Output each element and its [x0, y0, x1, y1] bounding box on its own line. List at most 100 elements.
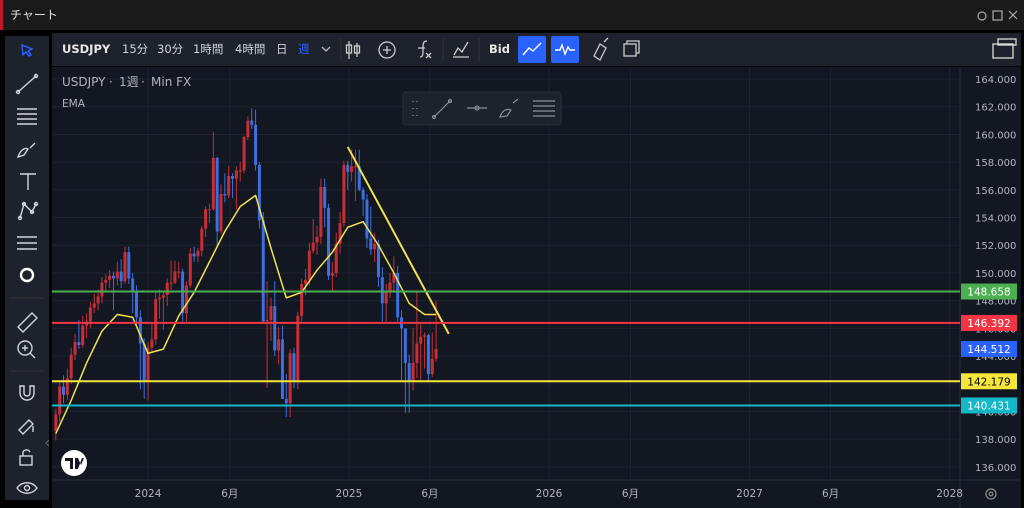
- x-tick-label: 2028: [936, 488, 963, 500]
- candle-body: [215, 157, 219, 232]
- y-tick-label: 162.000: [975, 103, 1016, 114]
- legend-sep: ·: [141, 75, 145, 89]
- price-badge: [961, 373, 1017, 390]
- candle-body: [165, 282, 169, 296]
- x-tick-label: 2024: [135, 488, 162, 500]
- candle-body: [392, 272, 396, 283]
- y-tick-label: 160.000: [975, 130, 1016, 141]
- candle-body: [403, 328, 407, 363]
- drawing-tools[interactable]: [15, 43, 39, 494]
- candle-body: [138, 317, 142, 344]
- y-tick-label: 144.000: [975, 352, 1016, 363]
- candle-body: [192, 253, 196, 257]
- candle-body: [250, 120, 254, 125]
- indicator-name: EMA: [62, 98, 86, 110]
- interval[interactable]: 15分: [122, 42, 149, 56]
- candle-body: [238, 170, 242, 172]
- price-badge-label: 146.392: [967, 318, 1010, 330]
- candle-body: [319, 187, 323, 237]
- candle-body: [200, 228, 204, 251]
- candle-body: [104, 279, 108, 283]
- candle-body: [388, 282, 392, 291]
- candle-body: [373, 243, 377, 250]
- candle-body: [369, 238, 373, 250]
- interval[interactable]: 4時間: [235, 42, 265, 56]
- candle-body: [154, 299, 158, 340]
- toggle-icon: [555, 42, 575, 56]
- window-buttons[interactable]: [977, 10, 1018, 21]
- candle-body: [280, 339, 284, 399]
- candle-body: [73, 342, 77, 355]
- candle-body: [411, 362, 415, 381]
- interval[interactable]: 日: [276, 42, 288, 56]
- y-tick-label: 158.000: [975, 158, 1016, 169]
- candle-body: [296, 315, 300, 381]
- candle-body: [384, 290, 388, 304]
- candle-body: [430, 358, 434, 375]
- candle-body: [119, 271, 123, 282]
- x-tick-label: 2026: [536, 488, 563, 500]
- candle-body: [265, 320, 269, 322]
- window-title: チャート: [10, 8, 58, 22]
- x-tick-label: 2027: [736, 488, 763, 500]
- y-tick-label: 154.000: [975, 214, 1016, 225]
- toolbar-icons[interactable]: [345, 37, 640, 61]
- series: [52, 108, 960, 441]
- candle-body: [173, 271, 177, 283]
- candle-body: [357, 166, 361, 190]
- dropdown-icon[interactable]: [321, 46, 331, 52]
- candle-body: [115, 271, 119, 279]
- price-badge: [961, 314, 1017, 331]
- y-tick-label: 164.000: [975, 75, 1016, 86]
- candle-body: [350, 166, 354, 172]
- candle-body: [288, 353, 292, 404]
- y-tick-label: 138.000: [975, 435, 1016, 446]
- grid: [52, 67, 960, 480]
- price-badge-label: 142.179: [967, 376, 1010, 388]
- candle-body: [169, 282, 173, 284]
- candle-body: [434, 349, 438, 359]
- interval[interactable]: 30分: [157, 42, 184, 56]
- candle-body: [365, 199, 369, 239]
- candle-body: [231, 175, 235, 179]
- price-type[interactable]: Bid: [489, 42, 510, 56]
- candle-body: [323, 187, 327, 208]
- toggle-active[interactable]: [551, 36, 579, 63]
- candle-body: [177, 271, 181, 273]
- candle-body: [211, 157, 215, 210]
- candle-body: [131, 278, 135, 291]
- title-bar: [0, 0, 1024, 30]
- layout-button[interactable]: [992, 38, 1017, 59]
- legend-symbol: USDJPY: [62, 75, 106, 89]
- candle-body: [146, 347, 150, 381]
- candle-body: [307, 250, 311, 280]
- symbol[interactable]: USDJPY: [62, 42, 111, 56]
- x-tick-label: 2025: [336, 488, 363, 500]
- candle-body: [304, 279, 308, 285]
- collapse-icon[interactable]: [45, 439, 50, 447]
- candle-body: [135, 290, 139, 318]
- settings-icon[interactable]: [985, 488, 997, 500]
- y-tick-label: 136.000: [975, 463, 1016, 474]
- interval-active[interactable]: 週: [298, 42, 310, 56]
- price-badge-label: 140.431: [967, 400, 1010, 412]
- x-tick-label: 6月: [421, 488, 438, 500]
- candle-body: [127, 252, 131, 279]
- title-accent: [0, 0, 3, 30]
- trend-line: [346, 146, 450, 335]
- candle-body: [426, 335, 430, 375]
- candle-body: [292, 353, 296, 381]
- candle-body: [246, 120, 250, 138]
- candle-body: [204, 209, 208, 229]
- candle-body: [361, 189, 365, 200]
- floating-toolbar[interactable]: [402, 91, 562, 126]
- candle-body: [257, 164, 261, 221]
- x-tick-label: 6月: [221, 488, 238, 500]
- y-tick-label: 150.000: [975, 269, 1016, 280]
- candle-body: [69, 354, 73, 379]
- interval[interactable]: 1時間: [193, 42, 223, 56]
- candle-body: [223, 194, 227, 196]
- y-tick-label: 152.000: [975, 241, 1016, 252]
- candle-body: [108, 275, 112, 280]
